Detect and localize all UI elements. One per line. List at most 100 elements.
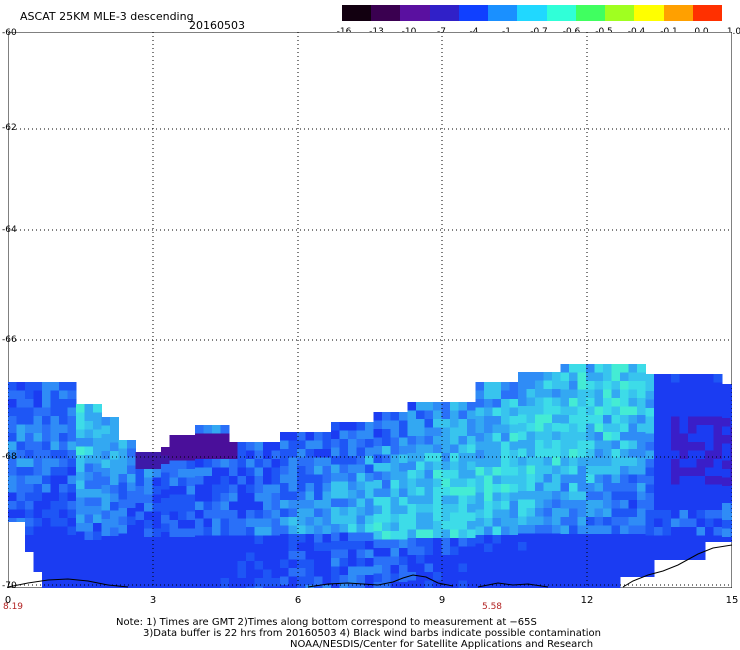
swath-cell bbox=[501, 424, 510, 434]
swath-cell bbox=[390, 446, 400, 455]
swath-cell bbox=[509, 382, 519, 391]
swath-cell bbox=[577, 381, 587, 390]
swath-cell bbox=[220, 518, 230, 528]
swath-cell bbox=[25, 407, 34, 417]
swath-cell bbox=[501, 586, 510, 588]
swath-cell bbox=[382, 497, 391, 506]
swath-cell bbox=[416, 444, 425, 454]
swath-cell bbox=[467, 427, 476, 437]
swath-cell bbox=[263, 561, 272, 570]
swath-cell bbox=[59, 577, 68, 587]
swath-cell bbox=[161, 523, 170, 533]
swath-cell bbox=[552, 542, 561, 551]
swath-cell bbox=[339, 524, 349, 533]
swath-cell bbox=[679, 416, 689, 426]
swath-cell bbox=[33, 501, 43, 510]
swath-cell bbox=[229, 484, 238, 494]
swath-cell bbox=[458, 444, 468, 454]
swath-cell bbox=[620, 559, 629, 569]
swath-cell bbox=[127, 474, 136, 483]
colorbar-segment bbox=[546, 5, 576, 21]
swath-cell bbox=[509, 569, 519, 578]
swath-cell bbox=[339, 473, 349, 482]
swath-cell bbox=[569, 415, 578, 424]
swath-cell bbox=[254, 510, 264, 519]
swath-cell bbox=[373, 437, 383, 447]
swath-cell bbox=[161, 566, 170, 575]
swath-cell bbox=[50, 492, 60, 502]
swath-cell bbox=[730, 494, 732, 504]
swath-cell bbox=[569, 381, 578, 390]
swath-cell bbox=[560, 517, 570, 526]
swath-cell bbox=[42, 458, 51, 468]
swath-cell bbox=[314, 500, 323, 509]
swath-cell bbox=[603, 440, 612, 450]
swath-cell bbox=[552, 559, 561, 568]
swath-cell bbox=[322, 525, 332, 535]
swath-cell bbox=[195, 527, 204, 536]
swath-cell bbox=[586, 466, 595, 475]
swath-cell bbox=[229, 569, 238, 579]
swath-cell bbox=[484, 543, 493, 553]
swath-cell bbox=[637, 508, 646, 518]
swath-cell bbox=[688, 374, 697, 383]
swath-cell bbox=[288, 568, 298, 577]
swath-cell bbox=[662, 467, 672, 477]
swath-cell bbox=[314, 474, 323, 484]
swath-cell bbox=[620, 457, 629, 467]
swath-cell bbox=[679, 493, 689, 502]
swath-cell bbox=[450, 580, 459, 588]
swath-cell bbox=[535, 448, 544, 458]
swath-cell bbox=[688, 552, 697, 560]
swath-cell bbox=[696, 374, 706, 383]
swath-cell bbox=[543, 474, 553, 483]
swath-cell bbox=[416, 470, 425, 479]
swath-cell bbox=[390, 539, 400, 549]
swath-cell bbox=[322, 457, 332, 467]
swath-cell bbox=[594, 517, 604, 526]
swath-cell bbox=[628, 525, 638, 535]
swath-cell bbox=[552, 567, 561, 577]
swath-cell bbox=[178, 435, 187, 444]
swath-cell bbox=[467, 487, 476, 496]
swath-cell bbox=[365, 532, 374, 542]
swath-cell bbox=[484, 526, 493, 536]
swath-cell bbox=[458, 572, 468, 581]
swath-cell bbox=[603, 542, 612, 552]
swath-cell bbox=[331, 430, 340, 440]
swath-cell bbox=[16, 518, 26, 522]
y-label-68: -68 bbox=[2, 452, 17, 462]
swath-cell bbox=[331, 481, 340, 491]
swath-cell bbox=[433, 572, 442, 581]
swath-cell bbox=[67, 458, 77, 468]
swath-cell bbox=[518, 448, 527, 458]
time-label-start: 8.19 bbox=[2, 602, 24, 612]
swath-cell bbox=[127, 448, 136, 458]
swath-cell bbox=[543, 533, 553, 543]
swath-cell bbox=[373, 471, 383, 481]
swath-cell bbox=[76, 531, 85, 541]
swath-cell bbox=[399, 556, 408, 566]
swath-cell bbox=[399, 497, 408, 506]
swath-cell bbox=[467, 555, 476, 564]
swath-cell bbox=[620, 534, 629, 543]
swath-cell bbox=[110, 510, 119, 520]
swath-cell bbox=[127, 550, 136, 560]
swath-cell bbox=[67, 535, 77, 544]
swath-cell bbox=[297, 585, 306, 588]
swath-cell bbox=[586, 423, 595, 433]
swath-cell bbox=[297, 576, 306, 586]
swath-cell bbox=[135, 494, 145, 504]
swath-cell bbox=[33, 390, 43, 400]
swath-cell bbox=[203, 518, 213, 528]
swath-cell bbox=[178, 520, 187, 529]
swath-cell bbox=[178, 503, 187, 512]
swath-cell bbox=[458, 521, 468, 530]
swath-cell bbox=[339, 583, 349, 588]
swath-cell bbox=[356, 430, 366, 440]
swath-cell bbox=[237, 450, 247, 460]
swath-cell bbox=[195, 467, 204, 477]
swath-cell bbox=[178, 486, 187, 495]
swath-cell bbox=[118, 508, 128, 517]
swath-cell bbox=[305, 491, 315, 501]
